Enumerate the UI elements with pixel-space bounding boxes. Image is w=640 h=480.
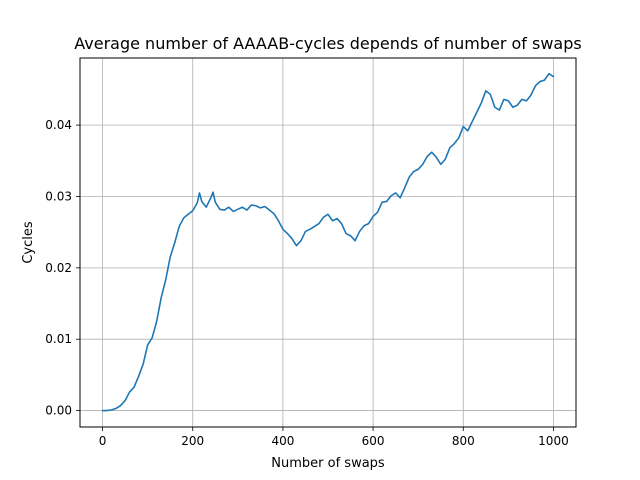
grid-lines [80, 58, 576, 427]
x-tick-label: 800 [452, 434, 475, 448]
chart-title: Average number of AAAAB-cycles depends o… [74, 34, 581, 53]
plot-frame [79, 57, 577, 428]
x-axis-title: Number of swaps [271, 456, 385, 471]
x-tick-label: 1000 [538, 434, 569, 448]
x-tick-label: 0 [99, 434, 107, 448]
y-tick-label: 0.02 [45, 261, 72, 275]
axis-ticks: 0 200 400 600 800 1000 0.00 0.01 0.02 0.03 0.04 [45, 118, 568, 448]
x-tick-label: 400 [271, 434, 294, 448]
y-tick-label: 0.04 [45, 118, 72, 132]
x-tick-label: 200 [181, 434, 204, 448]
y-tick-label: 0.01 [45, 332, 72, 346]
y-tick-label: 0.00 [45, 404, 72, 418]
x-tick-label: 600 [362, 434, 385, 448]
series-line [101, 72, 555, 412]
y-axis-title: Cycles [21, 221, 36, 264]
series-layer [101, 72, 555, 412]
y-tick-label: 0.03 [45, 189, 72, 203]
